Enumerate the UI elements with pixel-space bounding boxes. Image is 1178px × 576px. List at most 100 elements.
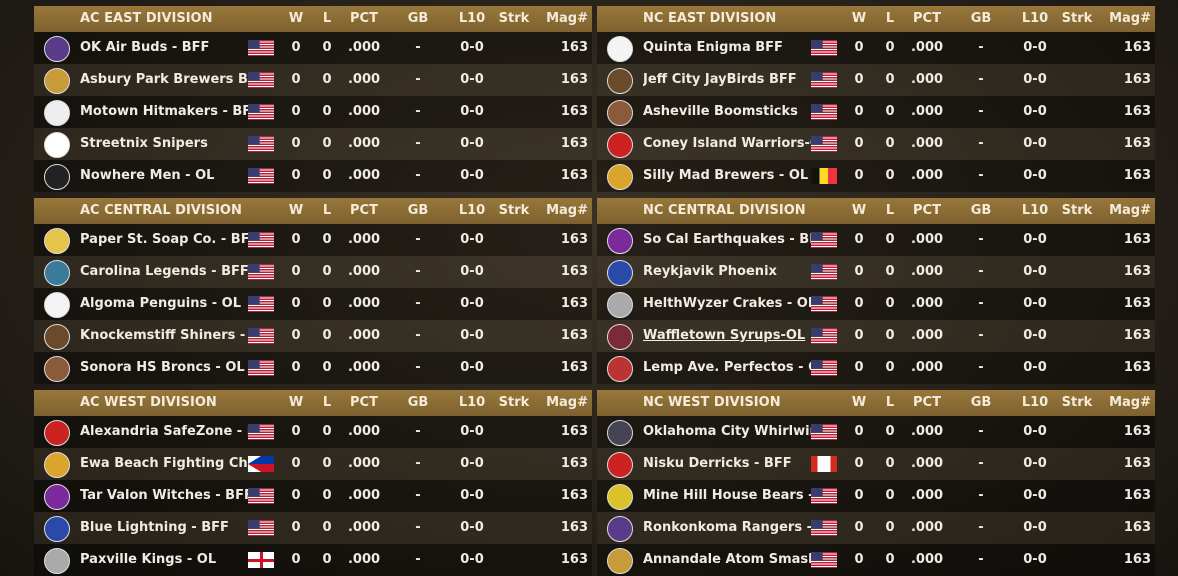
stat-w: 0 xyxy=(854,136,864,151)
stat-l10: 0-0 xyxy=(1023,552,1047,567)
stat-l: 0 xyxy=(322,360,332,375)
stat-pct: .000 xyxy=(910,72,944,87)
stat-w: 0 xyxy=(854,424,864,439)
stat-l: 0 xyxy=(322,104,332,119)
column-header: PCT xyxy=(913,395,941,410)
stat-pct: .000 xyxy=(347,456,381,471)
team-logo xyxy=(607,68,633,94)
stat-l: 0 xyxy=(885,360,895,375)
column-header: L10 xyxy=(458,203,486,218)
team-logo xyxy=(44,324,70,350)
team-rows: Oklahoma City Whirlwinds -00.000-0-0163N… xyxy=(597,416,1155,576)
stat-w: 0 xyxy=(291,72,301,87)
stat-l10: 0-0 xyxy=(1023,40,1047,55)
stat-pct: .000 xyxy=(347,264,381,279)
team-row: Paper St. Soap Co. - BFF 0 0 .000 - 0-0 163 xyxy=(34,224,592,256)
team-row: So Cal Earthquakes - BFF 0 0 .000 - 0-0 163 xyxy=(597,224,1155,256)
team-row: OK Air Buds - BFF 0 0 .000 - 0-0 163 xyxy=(34,32,592,64)
team-row: Tar Valon Witches - BFF 0 0 .000 - 0-0 163 xyxy=(34,480,592,512)
stat-gb: - xyxy=(978,264,984,279)
stat-gb: - xyxy=(978,40,984,55)
division-block: NC EAST DIVISION W L PCT GB L10 Strk Mag# Quinta… xyxy=(597,6,1155,192)
team-name: Reykjavik Phoenix xyxy=(643,264,777,279)
team-name: Asheville Boomsticks xyxy=(643,104,798,119)
team-name: Mine Hill House Bears - BFF xyxy=(643,488,811,503)
country-flag xyxy=(811,264,837,280)
team-name: Paper St. Soap Co. - BFF xyxy=(80,232,248,247)
country-flag xyxy=(248,520,274,536)
stat-l10: 0-0 xyxy=(460,168,484,183)
team-row: Carolina Legends - BFF 0 0 .000 - 0-0 163 xyxy=(34,256,592,288)
stat-l: 0 xyxy=(322,136,332,151)
team-row: Paxville Kings - OL 0 0 .000 - 0-0 163 xyxy=(34,544,592,576)
team-name: Nisku Derricks - BFF xyxy=(643,456,792,471)
stat-l: 0 xyxy=(885,424,895,439)
stat-pct: .000 xyxy=(910,424,944,439)
team-logo xyxy=(607,452,633,478)
column-header: Strk xyxy=(498,11,530,26)
stat-mag: 163 xyxy=(560,520,588,535)
stat-gb: - xyxy=(415,40,421,55)
stat-w: 0 xyxy=(854,264,864,279)
team-row: Oklahoma City Whirlwinds - 0 0 .000 - 0-0 163 xyxy=(597,416,1155,448)
stat-l: 0 xyxy=(322,72,332,87)
team-logo xyxy=(44,484,70,510)
column-header: L xyxy=(885,11,895,26)
team-logo xyxy=(607,516,633,542)
team-logo xyxy=(607,132,633,158)
stat-mag: 163 xyxy=(560,232,588,247)
stat-w: 0 xyxy=(291,232,301,247)
stat-pct: .000 xyxy=(347,360,381,375)
column-header: Strk xyxy=(498,395,530,410)
division-header: NC CENTRAL DIVISION W L PCT GB L10 Strk Mag# xyxy=(597,198,1155,224)
stat-mag: 163 xyxy=(560,168,588,183)
team-name: Blue Lightning - BFF xyxy=(80,520,229,535)
stat-pct: .000 xyxy=(347,168,381,183)
stat-pct: .000 xyxy=(910,104,944,119)
team-name[interactable]: Waffletown Syrups-OL xyxy=(643,328,806,343)
stat-mag: 163 xyxy=(560,360,588,375)
stat-w: 0 xyxy=(854,296,864,311)
stat-gb: - xyxy=(978,328,984,343)
team-logo xyxy=(44,36,70,62)
stat-l10: 0-0 xyxy=(460,72,484,87)
stat-pct: .000 xyxy=(910,232,944,247)
team-name: Quinta Enigma BFF xyxy=(643,40,783,55)
stat-pct: .000 xyxy=(910,136,944,151)
stat-l: 0 xyxy=(885,296,895,311)
column-header: W xyxy=(851,11,867,26)
stat-mag: 163 xyxy=(1123,264,1151,279)
stat-pct: .000 xyxy=(910,552,944,567)
stat-l10: 0-0 xyxy=(1023,136,1047,151)
column-header: L xyxy=(322,395,332,410)
stat-pct: .000 xyxy=(910,168,944,183)
country-flag xyxy=(811,168,837,184)
team-row: Waffletown Syrups-OL 0 0 .000 - 0-0 163 xyxy=(597,320,1155,352)
stat-w: 0 xyxy=(854,520,864,535)
team-name: Coney Island Warriors-OL xyxy=(643,136,811,151)
stat-gb: - xyxy=(415,296,421,311)
stat-l: 0 xyxy=(885,520,895,535)
team-logo xyxy=(44,548,70,574)
stat-gb: - xyxy=(415,360,421,375)
team-row: Asheville Boomsticks 0 0 .000 - 0-0 163 xyxy=(597,96,1155,128)
stat-gb: - xyxy=(415,72,421,87)
stat-l10: 0-0 xyxy=(460,104,484,119)
stat-l: 0 xyxy=(322,488,332,503)
stat-l10: 0-0 xyxy=(1023,72,1047,87)
stat-l: 0 xyxy=(885,40,895,55)
stat-mag: 163 xyxy=(1123,168,1151,183)
stat-w: 0 xyxy=(291,520,301,535)
stat-l10: 0-0 xyxy=(460,136,484,151)
country-flag xyxy=(811,104,837,120)
column-header: PCT xyxy=(913,203,941,218)
stat-mag: 163 xyxy=(1123,104,1151,119)
stat-l: 0 xyxy=(322,552,332,567)
team-logo xyxy=(607,260,633,286)
team-row: HelthWyzer Crakes - OL 0 0 .000 - 0-0 163 xyxy=(597,288,1155,320)
column-header: L10 xyxy=(1021,11,1049,26)
stat-l: 0 xyxy=(885,136,895,151)
stat-w: 0 xyxy=(854,168,864,183)
division-header: NC EAST DIVISION W L PCT GB L10 Strk Mag# xyxy=(597,6,1155,32)
team-logo xyxy=(44,68,70,94)
